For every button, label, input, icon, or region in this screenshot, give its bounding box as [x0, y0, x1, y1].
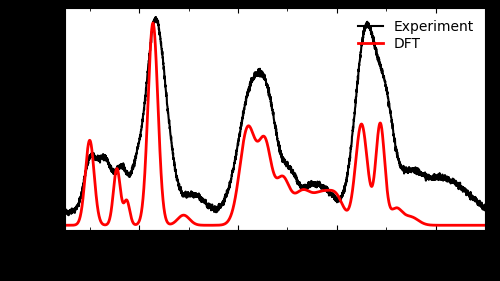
- Line: DFT: DFT: [65, 23, 485, 225]
- Experiment: [66, 214, 71, 217]
- Experiment: [474, 200, 480, 203]
- DFT: [135, 222, 141, 225]
- Experiment: [110, 170, 116, 174]
- Experiment: [135, 146, 141, 149]
- Y-axis label: Raman Intensity: Raman Intensity: [44, 57, 60, 182]
- Experiment: [482, 209, 488, 212]
- DFT: [428, 223, 434, 227]
- Experiment: [62, 210, 68, 213]
- Experiment: [242, 105, 248, 108]
- Experiment: [224, 194, 230, 197]
- DFT: [474, 224, 480, 227]
- DFT: [242, 135, 248, 138]
- DFT: [110, 194, 116, 198]
- DFT: [474, 224, 480, 227]
- DFT: [482, 224, 488, 227]
- X-axis label: Wavenumber/cm⁻¹: Wavenumber/cm⁻¹: [203, 255, 347, 270]
- Experiment: [429, 176, 435, 179]
- Line: Experiment: Experiment: [65, 17, 485, 215]
- DFT: [223, 221, 229, 225]
- DFT: [62, 224, 68, 227]
- Legend: Experiment, DFT: Experiment, DFT: [354, 15, 478, 55]
- DFT: [150, 21, 156, 25]
- Experiment: [153, 16, 159, 19]
